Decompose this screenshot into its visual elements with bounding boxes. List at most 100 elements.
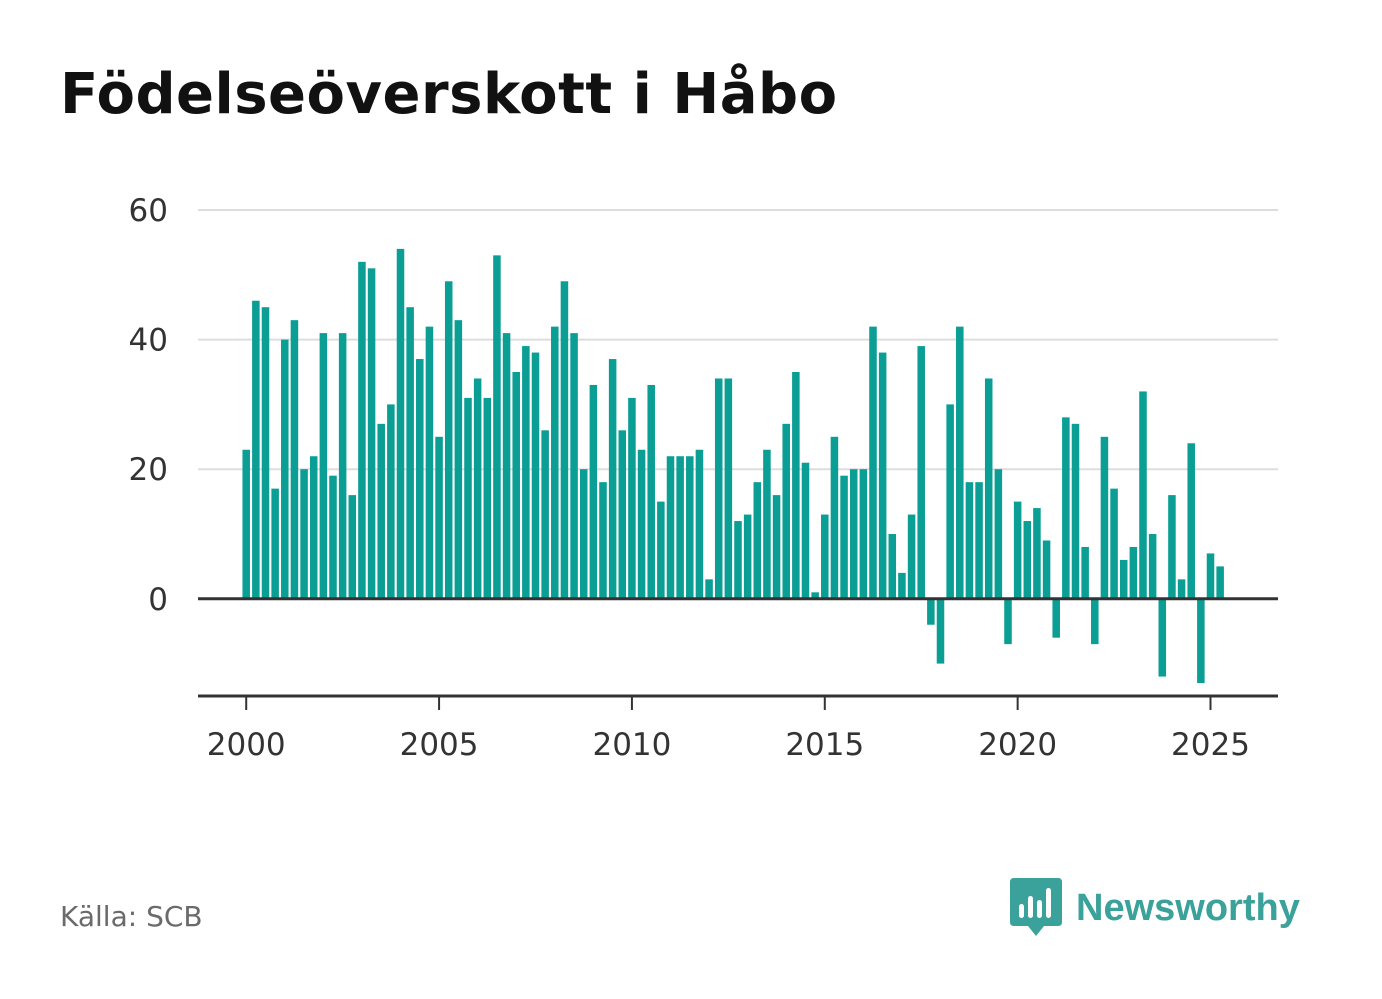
bar [936, 598, 945, 664]
bar [531, 352, 540, 599]
y-tick-label: 60 [129, 193, 168, 229]
brand-name: Newsworthy [1076, 886, 1300, 929]
bar [724, 378, 733, 599]
bar [1129, 546, 1138, 599]
bar [502, 333, 511, 599]
bar [483, 397, 492, 599]
bar [898, 572, 906, 599]
bar [473, 378, 482, 599]
bar [714, 378, 723, 599]
bar [1216, 566, 1224, 599]
x-tick-label: 2025 [1171, 727, 1250, 763]
bar [309, 456, 318, 599]
bar [965, 482, 974, 599]
bar [994, 469, 1003, 599]
bar [1206, 553, 1215, 599]
bar [705, 579, 713, 599]
bar [329, 475, 337, 599]
y-tick-label: 0 [148, 582, 168, 618]
bar [1013, 501, 1022, 599]
bar [1187, 443, 1195, 599]
bar [859, 469, 868, 599]
bar [589, 384, 598, 599]
y-tick-labels: 0 20 40 60 [129, 193, 168, 618]
bar [946, 404, 954, 599]
bar [1158, 598, 1167, 677]
bar [444, 281, 453, 599]
bar [657, 501, 665, 599]
bar [686, 456, 694, 599]
bar [975, 482, 983, 599]
bar [1139, 391, 1147, 599]
bar [242, 449, 250, 599]
x-tick-label: 2015 [785, 727, 864, 763]
bar [840, 475, 848, 599]
bar [811, 592, 819, 599]
bar [425, 326, 434, 599]
bar [695, 449, 704, 599]
bar [290, 320, 299, 599]
bar [416, 359, 424, 599]
bar [1071, 423, 1080, 599]
bar [792, 372, 800, 599]
bar [763, 449, 771, 599]
bar [608, 359, 617, 599]
bar [907, 514, 916, 599]
bar [801, 462, 810, 599]
bar [396, 248, 405, 599]
bar [1042, 540, 1051, 599]
bar [927, 598, 935, 625]
x-tick-label: 2005 [400, 727, 479, 763]
bar [261, 307, 270, 599]
bar [367, 268, 376, 599]
bar [387, 404, 395, 599]
bar [666, 456, 675, 599]
bar [319, 333, 328, 599]
bar [1100, 436, 1109, 599]
y-tick-label: 20 [129, 452, 168, 488]
bar [830, 436, 839, 599]
bar [560, 281, 569, 599]
bar [1110, 488, 1118, 599]
bar [377, 423, 385, 599]
chart-title: Födelseöverskott i Håbo [60, 62, 838, 127]
bar [522, 346, 530, 599]
bar [551, 326, 559, 599]
bar [743, 514, 752, 599]
bar [1081, 546, 1089, 599]
bar [281, 339, 289, 599]
bar [512, 372, 520, 599]
bar [917, 346, 925, 599]
bar [464, 397, 472, 599]
x-tick-label: 2010 [592, 727, 671, 763]
bar [647, 384, 655, 599]
bars [242, 248, 1224, 684]
bar [734, 521, 742, 599]
bar [541, 430, 549, 599]
bar [570, 333, 578, 599]
x-tick-labels: 2000 2005 2010 2015 2020 2025 [207, 727, 1250, 763]
bar [599, 482, 607, 599]
bar [579, 469, 588, 599]
bar [271, 488, 279, 599]
bar [348, 495, 357, 599]
bar [252, 300, 260, 599]
x-tick-label: 2000 [207, 727, 286, 763]
y-tick-label: 40 [129, 323, 168, 359]
bar [628, 397, 636, 599]
bar [1052, 598, 1060, 638]
brand-logo: Newsworthy [1010, 878, 1300, 938]
bar [676, 456, 684, 599]
bar [753, 482, 762, 599]
bar [1168, 495, 1176, 599]
bar [1177, 579, 1186, 599]
bar [849, 469, 858, 599]
bar [956, 326, 964, 599]
bar [984, 378, 993, 599]
source-note: Källa: SCB [60, 900, 203, 933]
bar [435, 436, 443, 599]
bar [782, 423, 790, 599]
bar-chart-speech-bubble-icon [1010, 878, 1062, 936]
x-tick-label: 2020 [978, 727, 1057, 763]
